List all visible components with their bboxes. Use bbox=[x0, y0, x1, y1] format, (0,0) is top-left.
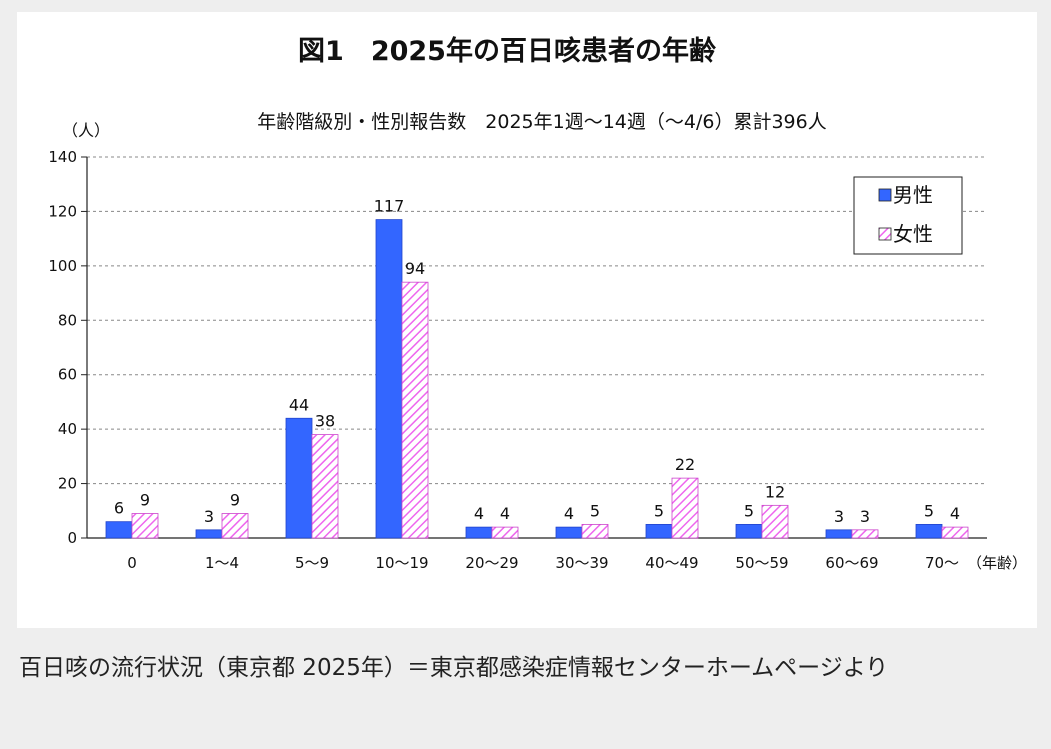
bar-male bbox=[555, 526, 583, 539]
bar-female bbox=[581, 523, 609, 539]
bar-chart: 図1 2025年の百日咳患者の年齢 年齢階級別・性別報告数 2025年1週〜14… bbox=[48, 35, 1027, 572]
legend-swatch-male bbox=[878, 188, 892, 202]
x-tick-label: 5〜9 bbox=[295, 554, 329, 572]
legend-label-female: 女性 bbox=[893, 222, 933, 246]
y-tick-label: 100 bbox=[48, 257, 77, 275]
data-label-male: 117 bbox=[374, 197, 405, 216]
data-label-female: 12 bbox=[765, 482, 785, 501]
x-axis-unit-label: （年齢） bbox=[967, 554, 1027, 572]
data-label-female: 4 bbox=[950, 504, 960, 523]
y-tick-label: 140 bbox=[48, 148, 77, 166]
data-label-male: 5 bbox=[924, 501, 934, 520]
bar-male bbox=[735, 523, 763, 539]
data-label-female: 94 bbox=[405, 259, 425, 278]
data-label-male: 6 bbox=[114, 499, 124, 518]
legend-box bbox=[853, 176, 963, 255]
chart-subtitle: 年齢階級別・性別報告数 2025年1週〜14週（〜4/6）累計396人 bbox=[257, 111, 826, 133]
chart-title: 図1 2025年の百日咳患者の年齢 bbox=[298, 35, 716, 67]
bar-female bbox=[131, 513, 159, 539]
legend-label-male: 男性 bbox=[893, 183, 933, 207]
chart-figure: 図1 2025年の百日咳患者の年齢 年齢階級別・性別報告数 2025年1週〜14… bbox=[17, 12, 1037, 628]
x-tick-label: 10〜19 bbox=[375, 554, 428, 572]
gridlines bbox=[87, 156, 987, 485]
bar-female bbox=[941, 526, 969, 539]
y-tick-label: 40 bbox=[58, 420, 77, 438]
image-caption: 百日咳の流行状況（東京都 2025年）＝東京都感染症情報センターホームページより bbox=[19, 655, 889, 681]
x-tick-label: 20〜29 bbox=[465, 554, 518, 572]
bar-male bbox=[105, 521, 133, 539]
x-tick-label: 70〜 bbox=[925, 554, 959, 572]
y-tick-label: 120 bbox=[48, 202, 77, 220]
y-tick-label: 0 bbox=[67, 529, 77, 547]
data-label-male: 3 bbox=[204, 507, 214, 526]
data-label-female: 3 bbox=[860, 507, 870, 526]
data-label-female: 9 bbox=[230, 491, 240, 510]
y-tick-label: 80 bbox=[58, 311, 77, 329]
x-tick-label: 60〜69 bbox=[825, 554, 878, 572]
bar-male bbox=[465, 526, 493, 539]
data-label-male: 44 bbox=[289, 395, 309, 414]
bar-male bbox=[915, 523, 943, 539]
x-tick-label: 50〜59 bbox=[735, 554, 788, 572]
data-label-male: 3 bbox=[834, 507, 844, 526]
data-label-male: 5 bbox=[744, 501, 754, 520]
axes bbox=[81, 156, 987, 539]
data-label-female: 38 bbox=[315, 412, 335, 431]
bar-male bbox=[645, 523, 673, 539]
x-tick-label: 1〜4 bbox=[205, 554, 239, 572]
x-tick-label: 30〜39 bbox=[555, 554, 608, 572]
bar-male bbox=[195, 529, 223, 539]
data-label-female: 9 bbox=[140, 491, 150, 510]
legend-swatch-female bbox=[878, 227, 892, 241]
bar-female bbox=[491, 526, 519, 539]
data-label-male: 5 bbox=[654, 501, 664, 520]
bar-male bbox=[825, 529, 853, 539]
bar-female bbox=[671, 477, 699, 539]
x-tick-label: 40〜49 bbox=[645, 554, 698, 572]
bar-female bbox=[401, 281, 429, 539]
legend: 男性 女性 bbox=[853, 176, 963, 255]
bar-female bbox=[851, 529, 879, 539]
bar-female bbox=[311, 434, 339, 539]
x-tick-label: 0 bbox=[127, 554, 137, 572]
y-tick-label: 60 bbox=[58, 366, 77, 384]
data-label-female: 22 bbox=[675, 455, 695, 474]
y-tick-label: 20 bbox=[58, 475, 77, 493]
bar-female bbox=[221, 513, 249, 539]
bar-male bbox=[375, 219, 403, 539]
data-label-female: 4 bbox=[500, 504, 510, 523]
y-axis-unit-label: （人） bbox=[62, 121, 110, 140]
data-label-male: 4 bbox=[564, 504, 574, 523]
bar-female bbox=[761, 504, 789, 539]
bar-male bbox=[285, 417, 313, 539]
data-label-female: 5 bbox=[590, 501, 600, 520]
data-label-male: 4 bbox=[474, 504, 484, 523]
bars bbox=[105, 219, 969, 539]
